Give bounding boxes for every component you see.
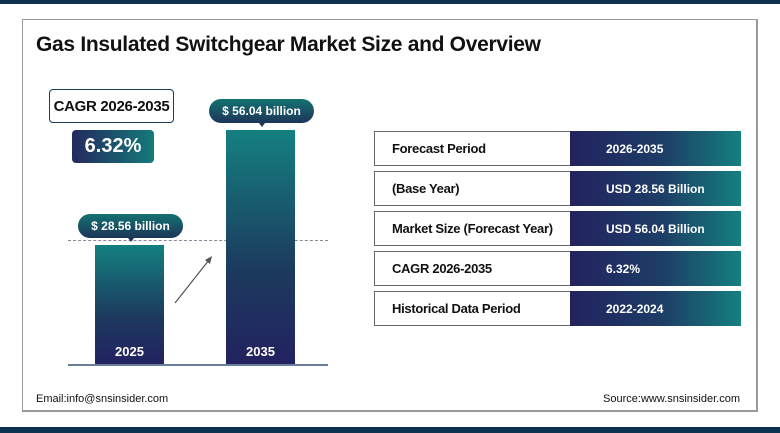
bar-2025: 2025: [95, 244, 164, 364]
reference-dashed-line: [68, 240, 328, 241]
table-row: Market Size (Forecast Year) USD 56.04 Bil…: [374, 211, 741, 246]
bar-2035: 2035: [226, 130, 295, 364]
page-title: Gas Insulated Switchgear Market Size and…: [36, 33, 541, 56]
row-value: 2022-2024: [570, 291, 741, 326]
table-row: (Base Year) USD 28.56 Billion: [374, 171, 741, 206]
table-row: CAGR 2026-2035 6.32%: [374, 251, 741, 286]
table-row: Forecast Period 2026-2035: [374, 131, 741, 166]
bottom-band: [0, 427, 780, 433]
row-key: Forecast Period: [374, 131, 570, 166]
chart-baseline: [68, 364, 328, 366]
row-key: CAGR 2026-2035: [374, 251, 570, 286]
growth-arrow-icon: [174, 256, 212, 304]
data-label: $ 28.56 billion: [78, 213, 183, 242]
row-value: USD 28.56 Billion: [570, 171, 741, 206]
data-label: $ 56.04 billion: [209, 99, 314, 127]
table-row: Historical Data Period 2022-2024: [374, 291, 741, 326]
row-key: Historical Data Period: [374, 291, 570, 326]
x-tick-label: 2035: [246, 344, 275, 359]
email-text: Email:info@snsinsider.com: [36, 393, 169, 405]
top-band: [0, 0, 780, 4]
row-value: 2026-2035: [570, 131, 741, 166]
row-value: 6.32%: [570, 251, 741, 286]
row-value: USD 56.04 Billion: [570, 211, 741, 246]
cagr-label: CAGR 2026-2035: [49, 89, 174, 123]
frame: [22, 19, 758, 412]
source-text: Source:www.snsinsider.com: [603, 393, 740, 405]
x-tick-label: 2025: [115, 343, 144, 359]
cagr-value: 6.32%: [72, 130, 154, 163]
row-key: (Base Year): [374, 171, 570, 206]
row-key: Market Size (Forecast Year): [374, 211, 570, 246]
